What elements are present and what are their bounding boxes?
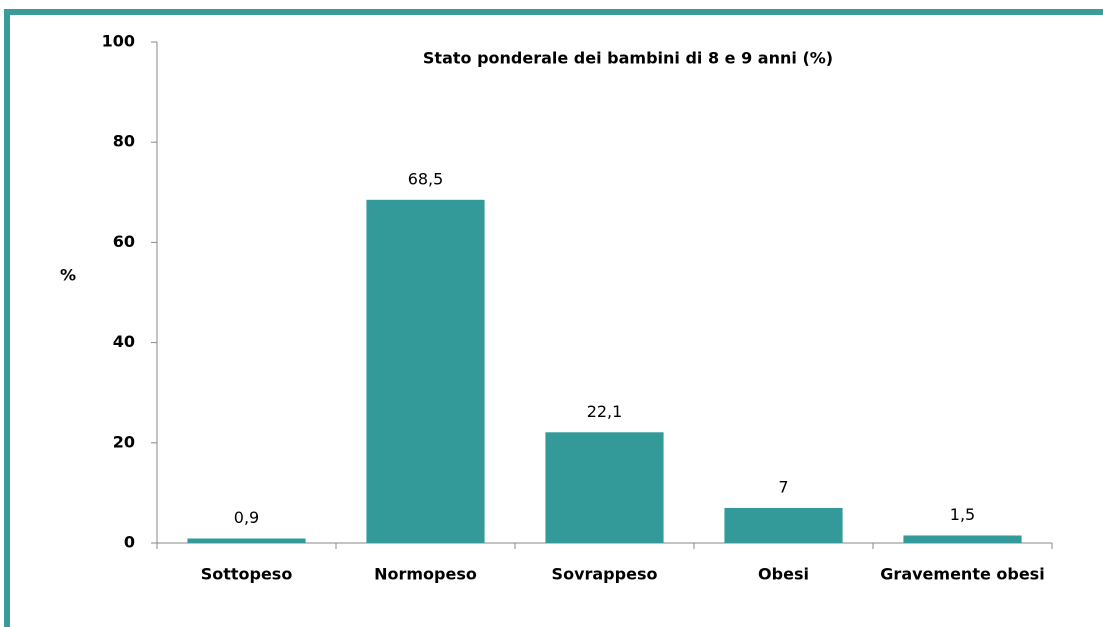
x-tick-label: Sovrappeso bbox=[552, 565, 658, 584]
x-tick-label: Sottopeso bbox=[201, 565, 293, 584]
value-label: 0,9 bbox=[234, 508, 259, 527]
y-tick-label: 100 bbox=[102, 32, 135, 51]
value-label: 1,5 bbox=[950, 505, 975, 524]
y-axis-label: % bbox=[60, 266, 76, 285]
value-label: 22,1 bbox=[587, 402, 623, 421]
bar bbox=[724, 507, 843, 543]
bar bbox=[903, 535, 1022, 543]
value-label: 68,5 bbox=[408, 169, 444, 188]
x-tick-label: Normopeso bbox=[374, 565, 477, 584]
y-tick-label: 20 bbox=[113, 432, 135, 451]
bar bbox=[366, 199, 485, 543]
x-tick-label: Obesi bbox=[758, 565, 809, 584]
y-tick-label: 80 bbox=[113, 132, 135, 151]
chart-title: Stato ponderale dei bambini di 8 e 9 ann… bbox=[423, 49, 833, 68]
y-tick-label: 60 bbox=[113, 232, 135, 251]
x-tick-label: Gravemente obesi bbox=[880, 565, 1044, 584]
bar bbox=[187, 538, 306, 543]
bar bbox=[545, 432, 664, 543]
value-label: 7 bbox=[778, 477, 788, 496]
y-tick-label: 0 bbox=[124, 533, 135, 552]
y-tick-label: 40 bbox=[113, 332, 135, 351]
